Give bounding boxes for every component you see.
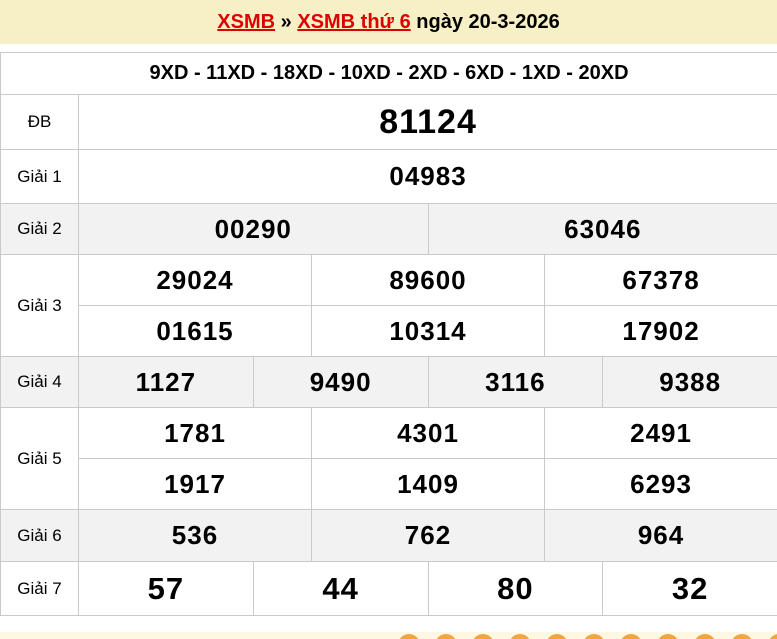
lotto-ball-top [509, 634, 531, 639]
prize-label-1: Giải 1 [0, 149, 79, 204]
lotto-ball-top [694, 634, 716, 639]
result-cell: 01615 [78, 305, 312, 357]
prize-label-6: Giải 6 [0, 509, 79, 562]
prize-label-2: Giải 2 [0, 203, 79, 255]
row-special-prize: ĐB 81124 [0, 94, 777, 150]
lotto-ball-top [398, 634, 420, 639]
breadcrumb-link-xsmb[interactable]: XSMB [217, 10, 276, 33]
results-table: 9XD - 11XD - 18XD - 10XD - 2XD - 6XD - 1… [0, 52, 777, 616]
result-cell: 04983 [77, 149, 777, 204]
breadcrumb-link-xsmb-thu6[interactable]: XSMB thứ 6 [297, 10, 411, 33]
breadcrumb-date: ngày 20-3-2026 [416, 10, 560, 33]
result-cell: 9490 [252, 356, 429, 408]
result-cell: 10314 [311, 305, 545, 357]
ticket-codes-row: 9XD - 11XD - 18XD - 10XD - 2XD - 6XD - 1… [0, 52, 777, 95]
result-cell: 3116 [427, 356, 604, 408]
result-db: 81124 [77, 94, 777, 150]
breadcrumb: XSMB » XSMB thứ 6 ngày 20-3-2026 [0, 0, 777, 44]
row-prize-4: Giải 4 1127 9490 3116 9388 [0, 356, 777, 408]
lotto-ball-top [620, 634, 642, 639]
result-cell: 67378 [543, 254, 777, 306]
lotto-ball-top [657, 634, 679, 639]
row-prize-5a: Giải 5 1781 4301 2491 [0, 407, 777, 510]
result-cell: 1409 [311, 458, 545, 510]
row-prize-6: Giải 6 536 762 964 [0, 509, 777, 562]
result-cell: 29024 [78, 254, 312, 306]
result-cell: 1127 [78, 356, 254, 408]
result-cell: 964 [543, 509, 777, 562]
result-cell: 2491 [543, 407, 777, 459]
prize-label-5: Giải 5 [0, 407, 79, 510]
result-cell: 9388 [602, 356, 777, 408]
row-prize-3b: 01615 10314 17902 [1, 305, 777, 357]
prize-label-4: Giải 4 [0, 356, 79, 408]
result-cell: 57 [78, 561, 254, 616]
result-cell: 44 [252, 561, 429, 616]
lotto-ball-top [731, 634, 753, 639]
row-prize-5b: 1917 1409 6293 [1, 458, 777, 510]
result-cell: 6293 [543, 458, 777, 510]
result-cell: 63046 [427, 203, 777, 255]
lotto-ball-top [583, 634, 605, 639]
next-section-band [0, 632, 777, 639]
result-cell: 80 [427, 561, 604, 616]
lotto-ball-top [435, 634, 457, 639]
lotto-ball-top [546, 634, 568, 639]
ticket-codes: 9XD - 11XD - 18XD - 10XD - 2XD - 6XD - 1… [0, 52, 777, 95]
result-cell: 32 [602, 561, 777, 616]
row-prize-1: Giải 1 04983 [0, 149, 777, 204]
prize-label-db: ĐB [0, 94, 79, 150]
lotto-ball-top [768, 634, 777, 639]
breadcrumb-separator-glyph: » [280, 10, 292, 33]
result-cell: 00290 [78, 203, 429, 255]
row-prize-3a: Giải 3 29024 89600 67378 [0, 254, 777, 357]
row-prize-2: Giải 2 00290 63046 [0, 203, 777, 255]
lotto-ball-top [472, 634, 494, 639]
row-prize-7: Giải 7 57 44 80 32 [0, 561, 777, 616]
result-cell: 1917 [78, 458, 312, 510]
result-cell: 89600 [311, 254, 545, 306]
result-cell: 536 [78, 509, 312, 562]
prize-label-3: Giải 3 [0, 254, 79, 357]
spacer [0, 44, 777, 52]
result-cell: 4301 [311, 407, 545, 459]
result-cell: 1781 [78, 407, 312, 459]
prize-label-7: Giải 7 [0, 561, 79, 616]
result-cell: 762 [311, 509, 545, 562]
result-cell: 17902 [543, 305, 777, 357]
